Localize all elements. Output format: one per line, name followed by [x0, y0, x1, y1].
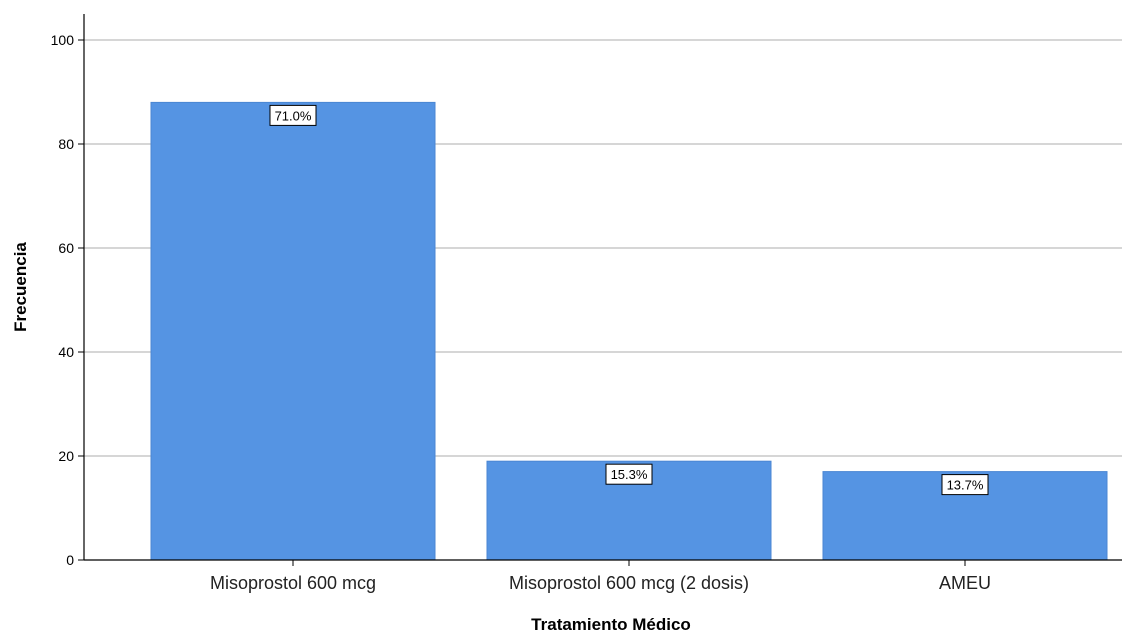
x-tick-label: Misoprostol 600 mcg (2 dosis)	[509, 573, 749, 593]
data-labels: 71.0% 15.3% 13.7%	[269, 104, 989, 496]
axes: 0 20 40 60 80 100 Misoprostol 600 mcg Misoprost…	[51, 14, 1122, 593]
data-label-2: 13.7%	[941, 474, 989, 496]
y-tick-label: 60	[58, 240, 74, 256]
x-axis-title: Tratamiento Médico	[531, 615, 691, 634]
y-axis-title: Frecuencia	[11, 242, 30, 332]
y-tick-label: 100	[51, 32, 75, 48]
bars	[150, 101, 1108, 561]
data-label-text: 15.3%	[611, 467, 648, 482]
bar-0	[150, 101, 436, 561]
y-tick-label: 0	[66, 552, 74, 568]
y-tick-label: 80	[58, 136, 74, 152]
x-tick-label: AMEU	[939, 573, 991, 593]
y-tick-label: 40	[58, 344, 74, 360]
data-label-1: 15.3%	[605, 463, 653, 485]
data-label-text: 13.7%	[947, 478, 984, 493]
data-label-box	[941, 474, 989, 496]
data-label-text: 71.0%	[275, 108, 312, 123]
bar-1	[486, 460, 772, 561]
x-tick-label: Misoprostol 600 mcg	[210, 573, 376, 593]
data-label-0: 71.0%	[269, 104, 317, 126]
data-label-box	[269, 104, 317, 126]
y-tick-label: 20	[58, 448, 74, 464]
data-label-box	[605, 463, 653, 485]
